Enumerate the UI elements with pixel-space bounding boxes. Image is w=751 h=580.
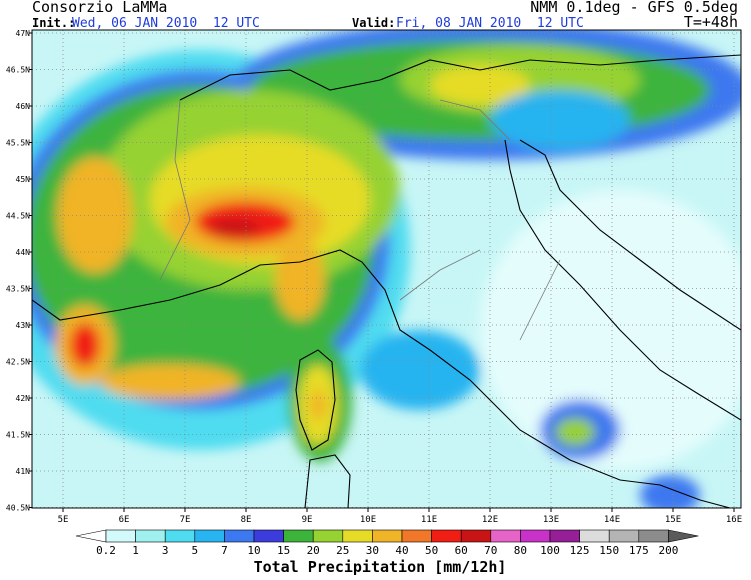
colorbar-tick-label: 200 xyxy=(658,544,678,557)
init-label: Init.: xyxy=(32,16,75,30)
lat-label: 43N xyxy=(16,321,31,330)
lat-label: 47N xyxy=(16,29,31,38)
colorbar: 0.2 1 3 5 7 10 15 20 25 30 40 50 60 70 80 100 125 150 175 2… xyxy=(75,529,699,557)
colorbar-tick-label: 30 xyxy=(366,544,379,557)
lon-label: 14E xyxy=(604,515,620,525)
colorbar-tick-label: 0.2 xyxy=(96,544,116,557)
colorbar-tick-label: 60 xyxy=(455,544,468,557)
init-time: Wed, 06 JAN 2010 12 UTC xyxy=(72,16,260,31)
colorbar-box xyxy=(105,529,136,543)
lat-label: 44.5N xyxy=(6,212,30,221)
lon-label: 13E xyxy=(543,515,559,525)
colorbar-box xyxy=(490,529,521,543)
colorbar-box xyxy=(135,529,166,543)
map-frame xyxy=(31,29,742,509)
colorbar-tick-label: 175 xyxy=(629,544,649,557)
colorbar-box xyxy=(638,529,669,543)
colorbar-box xyxy=(224,529,255,543)
coastline xyxy=(519,139,741,331)
lat-label: 46N xyxy=(16,102,31,111)
valid-time: Fri, 08 JAN 2010 12 UTC xyxy=(396,16,584,31)
colorbar-box xyxy=(342,529,373,543)
colorbar-tick-label: 40 xyxy=(395,544,408,557)
colorbar-box xyxy=(401,529,432,543)
lat-label: 40.5N xyxy=(6,504,30,513)
axes: 5E 6E 7E 8E 9E 10E 11E 12E 13E 14E 15E 16E 47N 46.5N 4… xyxy=(6,29,742,525)
region-border xyxy=(159,99,561,341)
lat-label: 45.5N xyxy=(6,139,30,148)
lat-label: 43.5N xyxy=(6,285,30,294)
precip-field xyxy=(32,30,741,508)
lon-label: 15E xyxy=(665,515,681,525)
model: NMM 0.1deg - GFS 0.5deg xyxy=(530,0,738,16)
colorbar-box xyxy=(372,529,403,543)
alpine-border xyxy=(179,54,741,101)
colorbar-box xyxy=(194,529,225,543)
lat-label: 41.5N xyxy=(6,431,30,440)
lat-label: 41N xyxy=(16,467,31,476)
lon-label: 7E xyxy=(180,515,191,525)
lon-label: 9E xyxy=(302,515,313,525)
colorbar-tick-label: 50 xyxy=(425,544,438,557)
colorbar-tick-label: 70 xyxy=(484,544,497,557)
colorbar-tick-label: 20 xyxy=(307,544,320,557)
lon-label: 16E xyxy=(726,515,742,525)
colorbar-tick-label: 1 xyxy=(132,544,139,557)
colorbar-tick-label: 100 xyxy=(540,544,560,557)
lead-time: T=+48h xyxy=(684,13,738,31)
colorbar-box xyxy=(431,529,462,543)
colorbar-tick-label: 15 xyxy=(277,544,290,557)
lat-label: 42.5N xyxy=(6,358,30,367)
coastline xyxy=(32,249,731,508)
colorbar-tick-label: 5 xyxy=(191,544,198,557)
lon-label: 6E xyxy=(119,515,130,525)
colorbar-box xyxy=(312,529,344,543)
colorbar-title: Total Precipitation [mm/12h] xyxy=(254,558,507,576)
lon-label: 12E xyxy=(482,515,498,525)
colorbar-tick-label: 25 xyxy=(336,544,349,557)
colorbar-tick-label: 7 xyxy=(221,544,228,557)
colorbar-tick-label: 80 xyxy=(514,544,527,557)
valid-label: Valid: xyxy=(352,16,395,30)
lon-label: 10E xyxy=(360,515,376,525)
colorbar-box xyxy=(579,529,610,543)
lat-label: 45N xyxy=(16,175,31,184)
colorbar-box xyxy=(283,529,314,543)
lat-label: 42N xyxy=(16,394,31,403)
colorbar-tick-label: 150 xyxy=(599,544,619,557)
colorbar-tick-label: 3 xyxy=(162,544,169,557)
colorbar-box xyxy=(549,529,580,543)
lon-label: 11E xyxy=(421,515,437,525)
colorbar-tick-label: 10 xyxy=(247,544,260,557)
colorbar-end xyxy=(75,529,107,543)
colorbar-box xyxy=(460,529,492,543)
lat-label: 46.5N xyxy=(6,66,30,75)
coastline xyxy=(504,139,741,421)
sardinia xyxy=(304,454,351,508)
colorbar-box xyxy=(164,529,196,543)
lon-label: 5E xyxy=(58,515,69,525)
colorbar-end xyxy=(668,529,699,543)
title: Consorzio LaMMa xyxy=(32,0,167,16)
colorbar-tick-label: 125 xyxy=(570,544,590,557)
corsica xyxy=(295,349,336,451)
lat-label: 44N xyxy=(16,248,31,257)
colorbar-box xyxy=(608,529,640,543)
colorbar-box xyxy=(253,529,284,543)
lon-label: 8E xyxy=(241,515,252,525)
colorbar-box xyxy=(520,529,551,543)
